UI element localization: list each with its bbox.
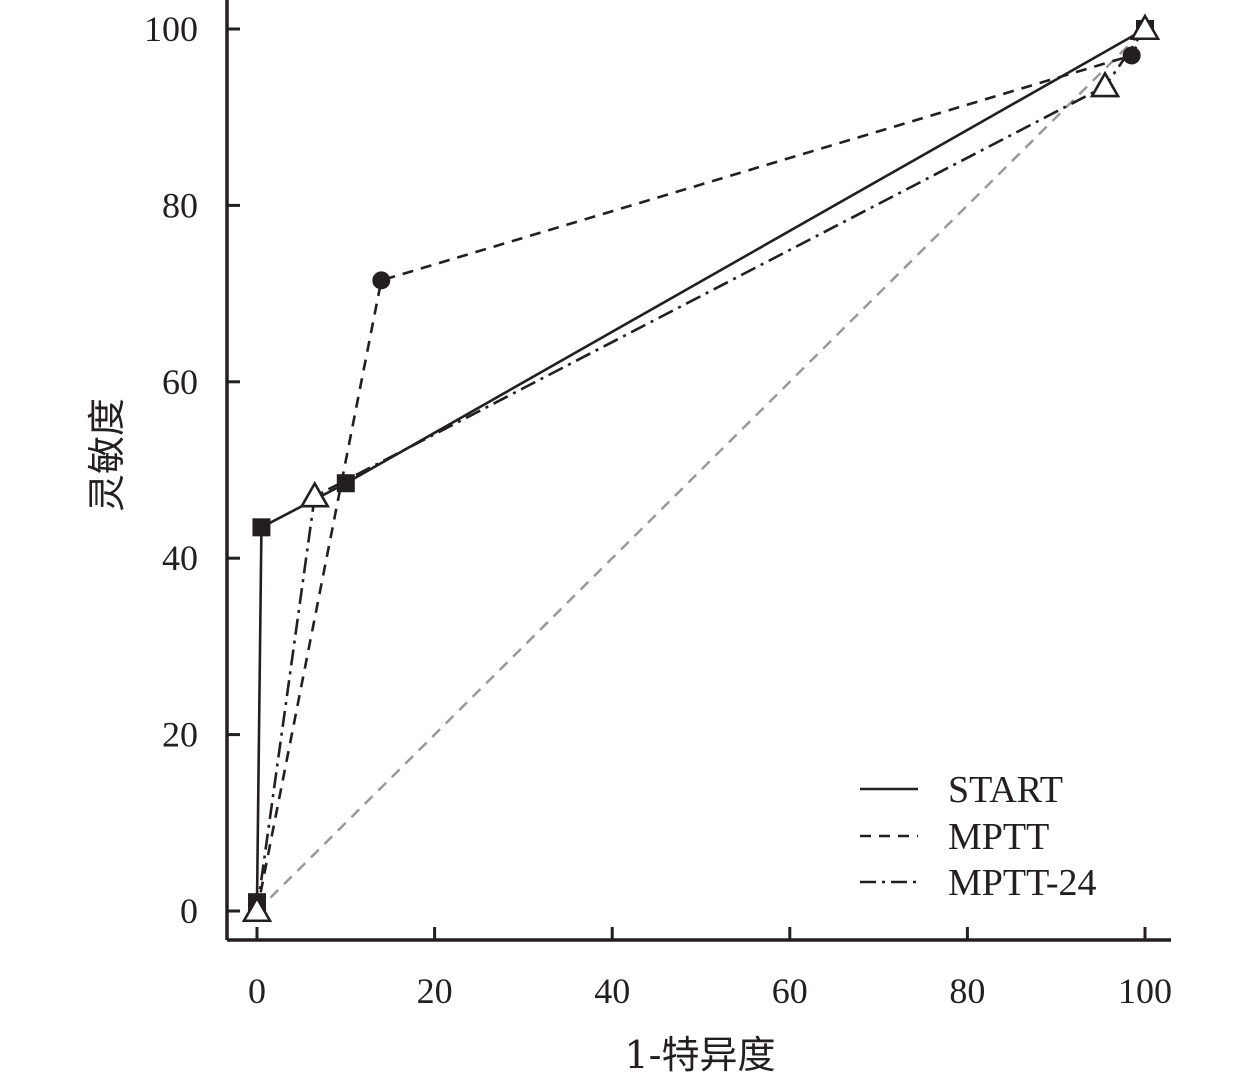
ticks-layer: 0 20 40 60 80 100 0 20 40 60 80 100 [144,9,1172,1011]
y-tick-label: 60 [162,362,198,402]
marker-start [336,474,355,493]
marker-mptt-24 [241,895,273,923]
y-tick-label: 100 [144,9,198,49]
marker-mptt-24 [1089,70,1121,98]
y-tick-label: 0 [180,891,198,931]
legend-label-mptt: MPTT [948,816,1049,858]
legend-label-start: START [948,769,1063,811]
series-line-mptt [255,28,1147,912]
axes-layer [225,0,1171,942]
x-tick-label: 40 [594,971,630,1011]
marker-mptt [1122,46,1141,65]
x-tick-label: 20 [417,971,453,1011]
y-tick-label: 20 [162,715,198,755]
marker-mptt-24 [1129,13,1161,41]
y-axis-title: 灵敏度 [85,398,129,512]
legend-label-mptt-24: MPTT-24 [948,862,1097,904]
marker-start [252,518,271,537]
x-axis-title: 1-特异度 [624,1033,775,1077]
series-markers-layer [241,13,1161,923]
y-tick-label: 40 [162,538,198,578]
y-tick-label: 80 [162,185,198,225]
x-tick-label: 80 [949,971,985,1011]
marker-mptt-24 [299,480,330,508]
x-tick-label: 0 [248,971,266,1011]
x-tick-label: 60 [772,971,808,1011]
x-tick-label: 100 [1118,971,1172,1011]
marker-mptt [372,271,391,290]
